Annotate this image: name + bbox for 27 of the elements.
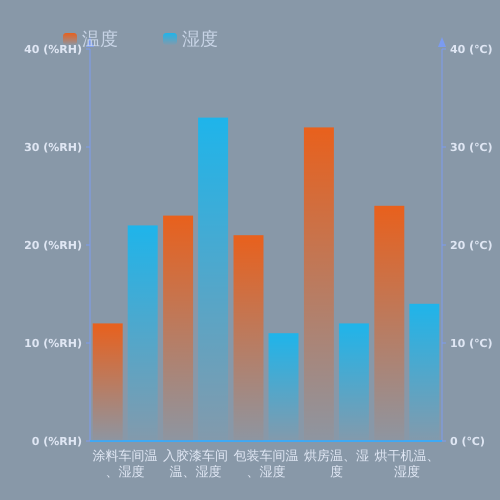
x-tick-label: 入胶漆车间温、湿度 <box>163 449 228 480</box>
bar <box>198 118 228 441</box>
bar <box>163 216 194 441</box>
bar <box>304 127 334 441</box>
y-tick-label: 20 (%RH) <box>24 239 82 252</box>
bar <box>92 323 123 441</box>
y-tick-label: 0 (%RH) <box>32 435 82 448</box>
y-tick-label: 40 (%RH) <box>24 43 82 56</box>
y2-tick-label: 0 (℃) <box>450 435 485 448</box>
bar <box>374 206 404 441</box>
bar <box>234 235 264 441</box>
bar <box>338 323 369 441</box>
y-tick-label: 10 (%RH) <box>24 337 82 350</box>
legend-label: 湿度 <box>182 29 218 50</box>
y-tick-label: 30 (%RH) <box>24 141 82 154</box>
x-tick-label: 涂料车间温、湿度 <box>92 449 158 480</box>
x-tick-label: 烘房温、湿度 <box>304 448 369 480</box>
legend-label: 温度 <box>82 29 118 50</box>
y2-tick-label: 20 (℃) <box>450 239 493 252</box>
x-tick-label: 烘干机温、 湿度 <box>374 449 440 480</box>
bar <box>409 304 440 441</box>
bar <box>268 333 298 441</box>
y2-tick-label: 40 (℃) <box>450 43 493 56</box>
x-tick-label: 包装车间温、湿度 <box>234 449 298 480</box>
y2-tick-label: 30 (℃) <box>450 141 493 154</box>
bar <box>128 225 158 441</box>
y2-tick-label: 10 (℃) <box>450 337 493 350</box>
